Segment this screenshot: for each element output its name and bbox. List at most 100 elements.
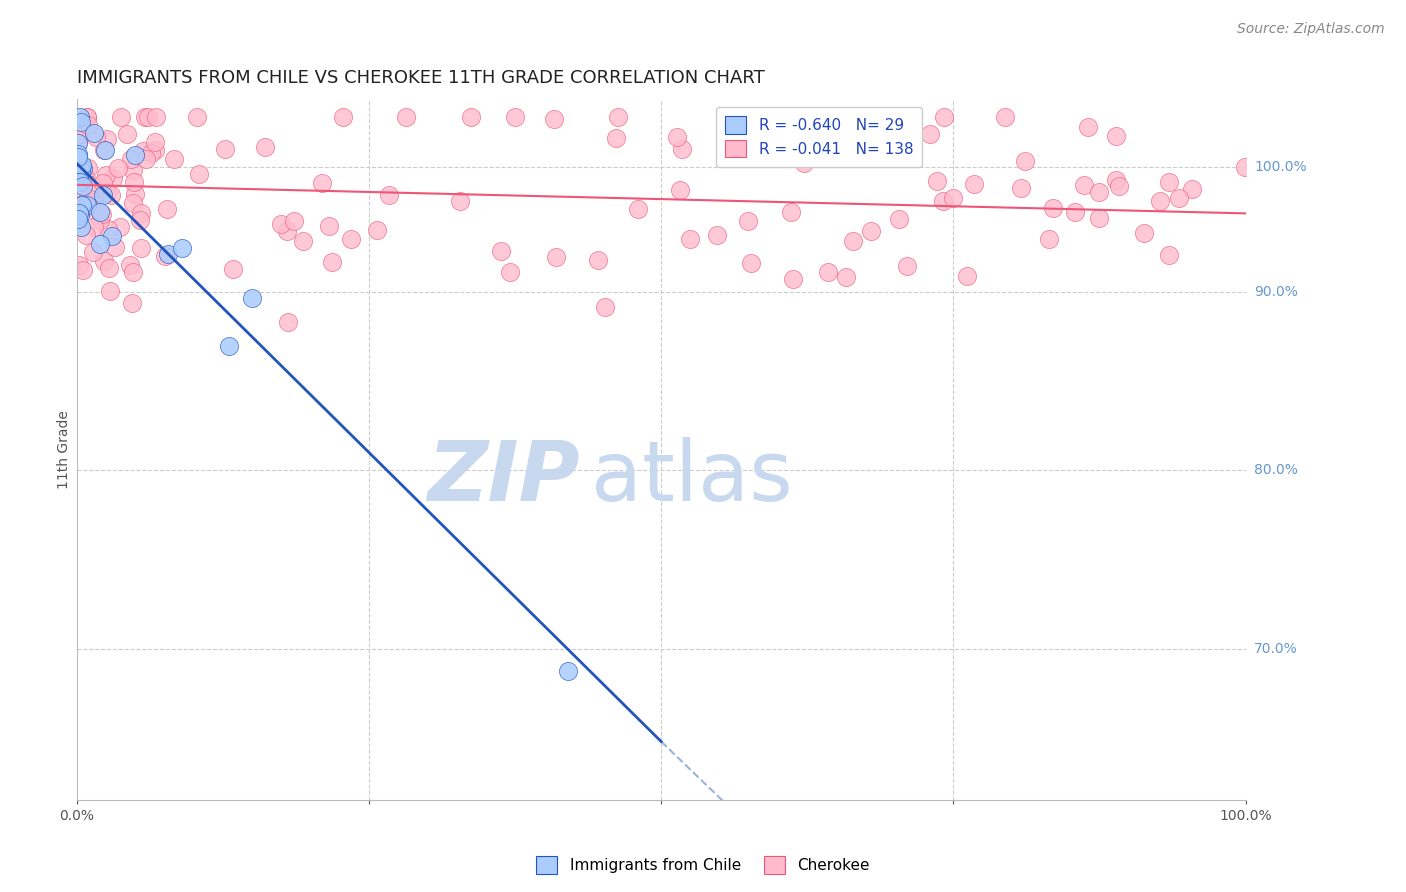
- Point: [122, 163, 145, 178]
- Point: [83, 194, 105, 208]
- Point: [849, 110, 872, 124]
- Point: [896, 259, 918, 273]
- Point: [1010, 181, 1032, 195]
- Point: [817, 265, 839, 279]
- Point: [72, 161, 94, 176]
- Point: [221, 261, 243, 276]
- Legend: Immigrants from Chile, Cherokee: Immigrants from Chile, Cherokee: [530, 850, 876, 880]
- Point: [956, 268, 979, 283]
- Point: [887, 211, 910, 226]
- Point: [139, 145, 162, 160]
- Point: [311, 176, 333, 190]
- Point: [75, 194, 97, 208]
- Point: [82, 244, 104, 259]
- Point: [100, 228, 122, 243]
- Point: [118, 258, 141, 272]
- Point: [72, 161, 94, 175]
- Point: [276, 224, 298, 238]
- Point: [1133, 226, 1156, 240]
- Point: [1077, 120, 1099, 135]
- Point: [606, 110, 628, 124]
- Point: [110, 110, 132, 124]
- Point: [76, 110, 98, 124]
- Point: [449, 194, 471, 208]
- Point: [98, 285, 121, 299]
- Point: [101, 171, 124, 186]
- Point: [187, 167, 209, 181]
- Point: [77, 161, 100, 175]
- Point: [321, 254, 343, 268]
- Point: [627, 202, 650, 216]
- Point: [129, 206, 152, 220]
- Point: [557, 664, 579, 678]
- Point: [66, 212, 89, 227]
- Point: [671, 142, 693, 156]
- Point: [793, 156, 815, 170]
- Point: [1073, 178, 1095, 193]
- Point: [69, 175, 91, 189]
- Point: [842, 234, 865, 248]
- Point: [69, 220, 91, 235]
- Point: [240, 291, 263, 305]
- Point: [588, 252, 610, 267]
- Point: [128, 213, 150, 227]
- Point: [143, 136, 166, 150]
- Point: [1105, 173, 1128, 187]
- Point: [1181, 182, 1204, 196]
- Point: [1104, 128, 1126, 143]
- Point: [96, 169, 118, 183]
- Point: [186, 110, 208, 124]
- Point: [460, 110, 482, 124]
- Point: [76, 198, 98, 212]
- Point: [66, 136, 89, 150]
- Point: [1088, 211, 1111, 226]
- Point: [218, 339, 240, 353]
- Point: [860, 225, 883, 239]
- Point: [1168, 191, 1191, 205]
- Point: [67, 205, 90, 219]
- Point: [1149, 194, 1171, 209]
- Point: [91, 176, 114, 190]
- Point: [1233, 160, 1256, 174]
- Point: [96, 186, 118, 201]
- Point: [157, 247, 180, 261]
- Point: [66, 136, 89, 151]
- Point: [89, 205, 111, 219]
- Point: [83, 219, 105, 234]
- Point: [97, 260, 120, 275]
- Point: [543, 112, 565, 126]
- Text: atlas: atlas: [591, 437, 793, 518]
- Point: [706, 228, 728, 243]
- Point: [292, 234, 315, 248]
- Point: [115, 127, 138, 141]
- Point: [110, 220, 132, 235]
- Point: [67, 161, 90, 176]
- Point: [77, 118, 100, 132]
- Text: Source: ZipAtlas.com: Source: ZipAtlas.com: [1237, 22, 1385, 37]
- Point: [740, 256, 762, 270]
- Point: [503, 110, 526, 124]
- Point: [377, 187, 399, 202]
- Point: [283, 214, 305, 228]
- Point: [135, 152, 157, 166]
- Point: [93, 143, 115, 157]
- Point: [332, 110, 354, 124]
- Point: [253, 140, 276, 154]
- Point: [994, 110, 1017, 124]
- Point: [1038, 232, 1060, 246]
- Point: [70, 158, 93, 172]
- Point: [942, 191, 965, 205]
- Point: [1014, 154, 1036, 169]
- Point: [779, 205, 801, 219]
- Point: [91, 187, 114, 202]
- Point: [124, 176, 146, 190]
- Point: [927, 174, 949, 188]
- Point: [782, 272, 804, 286]
- Point: [129, 242, 152, 256]
- Point: [100, 188, 122, 202]
- Point: [72, 162, 94, 177]
- Point: [75, 170, 97, 185]
- Point: [1159, 248, 1181, 262]
- Point: [70, 163, 93, 178]
- Point: [170, 241, 193, 255]
